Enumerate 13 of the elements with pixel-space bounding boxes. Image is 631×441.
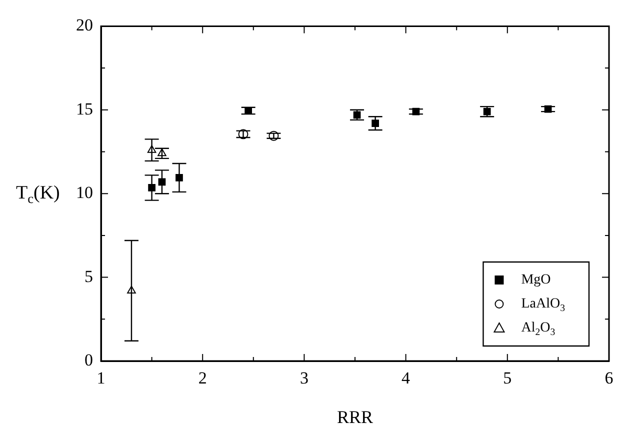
x-tick-label: 6	[604, 368, 614, 388]
y-tick-label: 0	[84, 350, 93, 370]
legend-label: MgO	[521, 272, 551, 288]
x-tick-label: 1	[96, 368, 106, 388]
x-tick-label: 5	[503, 368, 512, 388]
x-axis-title: RRR	[336, 406, 374, 427]
y-tick-label: 5	[84, 266, 93, 286]
y-tick-label: 20	[76, 16, 93, 35]
x-tick-label: 2	[198, 368, 207, 388]
x-tick-label: 4	[402, 368, 411, 388]
y-tick-label: 15	[76, 99, 93, 118]
y-tick-label: 10	[76, 183, 93, 202]
x-tick-label: 3	[300, 368, 308, 388]
